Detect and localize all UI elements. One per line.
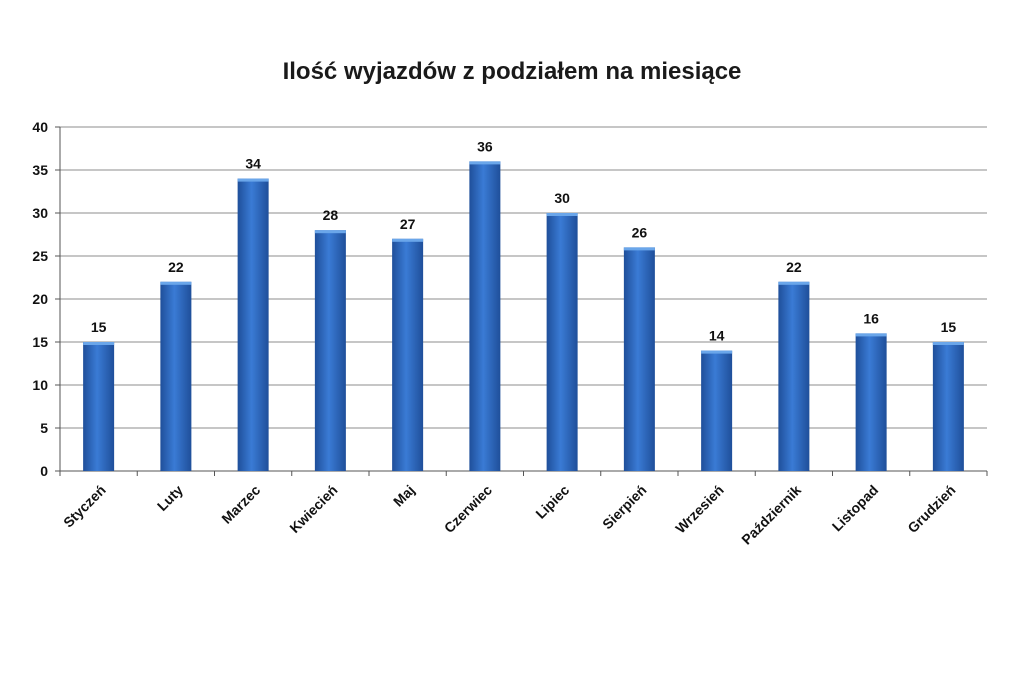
y-tick-label: 0	[40, 463, 48, 479]
x-tick-label: Lipiec	[532, 482, 572, 522]
bar	[469, 161, 501, 471]
bar	[546, 213, 578, 471]
x-tick-labels: Styczeń Luty Marzec Kwiecień Maj Czerwiec Lipi…	[60, 482, 958, 548]
y-tick-label: 10	[32, 377, 48, 393]
x-tick-label: Październik	[738, 482, 804, 548]
data-label: 15	[91, 319, 107, 335]
bar	[314, 230, 346, 471]
bar-top-highlight	[83, 342, 115, 345]
data-label: 22	[168, 259, 184, 275]
bar-top-highlight	[778, 281, 810, 285]
bar-top-highlight	[932, 342, 964, 345]
data-label: 26	[632, 224, 648, 240]
bar	[237, 178, 269, 471]
bar	[701, 350, 733, 471]
bar-top-highlight	[469, 161, 501, 165]
data-label: 30	[554, 190, 570, 206]
bar-top-highlight	[392, 238, 424, 242]
y-tick-labels: 0 5 10 15 20 25 30 35 40	[32, 119, 48, 479]
bar	[932, 342, 964, 471]
y-tick-label: 35	[32, 162, 48, 178]
y-tick-label: 25	[32, 248, 48, 264]
y-tick-label: 40	[32, 119, 48, 135]
data-label: 34	[245, 156, 261, 172]
x-tick-label: Luty	[154, 482, 186, 514]
x-tick-label: Czerwiec	[441, 482, 495, 536]
x-tick-label: Listopad	[829, 482, 882, 535]
bar-top-highlight	[237, 178, 269, 182]
x-tick-label: Grudzień	[904, 482, 958, 536]
bar-top-highlight	[546, 213, 578, 216]
data-label: 28	[323, 207, 339, 223]
y-tick-label: 30	[32, 205, 48, 221]
y-tick-label: 20	[32, 291, 48, 307]
x-tick-label: Styczeń	[60, 482, 109, 531]
x-tick-label: Maj	[390, 482, 418, 510]
x-tick-label: Marzec	[218, 482, 263, 527]
axes	[55, 126, 988, 476]
data-label: 36	[477, 138, 493, 154]
bar-top-highlight	[855, 333, 887, 337]
x-tick-label: Wrzesień	[672, 482, 727, 537]
data-label: 15	[941, 319, 957, 335]
bar	[83, 342, 115, 471]
y-tick-label: 5	[40, 420, 48, 436]
y-tick-label: 15	[32, 334, 48, 350]
bar	[392, 238, 424, 471]
data-label: 16	[863, 310, 879, 326]
data-label: 27	[400, 216, 416, 232]
x-tick-label: Sierpień	[599, 482, 649, 532]
gridlines	[60, 126, 987, 429]
x-tick-label: Kwiecień	[286, 482, 340, 536]
bar-top-highlight	[314, 230, 346, 234]
bar	[160, 281, 192, 471]
chart-title: Ilość wyjazdów z podziałem na miesiące	[282, 58, 742, 85]
bar-top-highlight	[701, 350, 733, 354]
bar	[855, 333, 887, 471]
bar	[623, 247, 655, 471]
bar-top-highlight	[623, 247, 655, 251]
bar	[778, 281, 810, 471]
data-label: 14	[709, 328, 725, 344]
data-labels: 15 22 34 28 27 36 30 26 14 22 16 15	[91, 138, 957, 343]
data-label: 22	[786, 259, 802, 275]
bar-top-highlight	[160, 281, 192, 285]
bars	[83, 161, 964, 471]
